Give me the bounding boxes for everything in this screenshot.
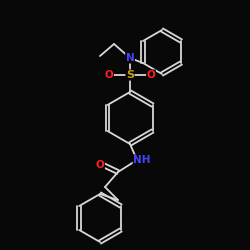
Text: S: S (126, 70, 134, 80)
Text: O: O (146, 70, 156, 80)
Text: N: N (126, 53, 134, 63)
Text: NH: NH (133, 155, 151, 165)
Text: O: O (104, 70, 114, 80)
Text: O: O (96, 160, 104, 170)
